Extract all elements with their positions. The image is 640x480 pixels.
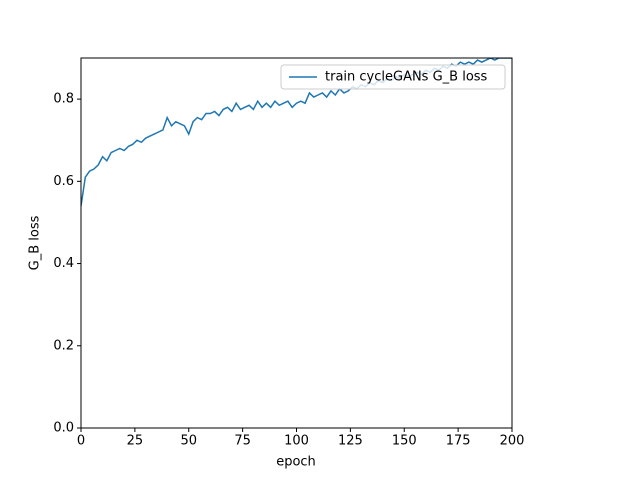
x-tick-label: 0 (77, 434, 85, 449)
y-axis-label: G_B loss (28, 215, 43, 270)
x-tick-label: 150 (392, 434, 417, 449)
legend-label: train cycleGANs G_B loss (325, 70, 488, 85)
y-tick-label: 0.4 (53, 256, 74, 271)
y-tick-label: 0.6 (53, 174, 74, 189)
axes-frame (80, 57, 513, 429)
x-tick-label: 200 (500, 434, 525, 449)
x-tick-label: 175 (446, 434, 471, 449)
x-axis-label: epoch (276, 455, 316, 470)
y-tick-label: 0.8 (53, 92, 74, 107)
x-tick-label: 50 (180, 434, 197, 449)
x-tick-label: 25 (127, 434, 144, 449)
legend: train cycleGANs G_B loss (280, 64, 506, 90)
y-tick-label: 0.2 (53, 338, 74, 353)
x-tick-label: 100 (284, 434, 309, 449)
legend-box (280, 64, 506, 90)
x-tick-label: 75 (234, 434, 251, 449)
x-tick-label: 125 (338, 434, 363, 449)
y-tick-label: 0.0 (53, 421, 74, 436)
